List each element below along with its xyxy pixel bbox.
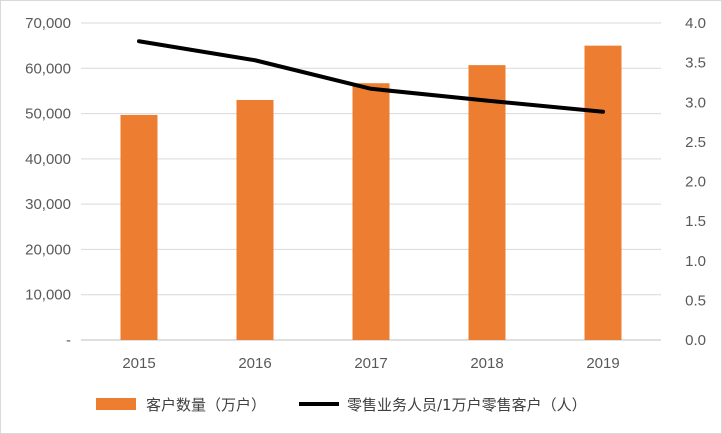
left-tick-label: 50,000: [25, 106, 71, 123]
bar-2019: [584, 45, 622, 341]
x-axis-ticks: 2015 2016 2017 2018 2019: [122, 355, 619, 372]
right-tick-label: 1.5: [685, 213, 706, 230]
x-tick-label: 2016: [238, 355, 271, 372]
bar-2018: [468, 65, 506, 340]
bar-2017: [352, 83, 390, 340]
right-tick-label: 1.0: [685, 253, 706, 270]
left-tick-label: 60,000: [25, 60, 71, 77]
left-tick-label: -: [66, 332, 71, 349]
left-tick-label: 10,000: [25, 287, 71, 304]
right-tick-label: 2.0: [685, 174, 706, 191]
x-tick-label: 2017: [354, 355, 387, 372]
x-tick-label: 2015: [122, 355, 155, 372]
right-axis-ticks: 0.0 0.5 1.0 1.5 2.0 2.5 3.0 3.5 4.0: [685, 15, 706, 349]
bar-2015: [120, 114, 158, 341]
x-tick-label: 2018: [470, 355, 503, 372]
right-tick-label: 3.5: [685, 55, 706, 72]
bar-series: [120, 45, 622, 341]
legend-label-bar: 客户数量（万户）: [146, 396, 266, 414]
right-tick-label: 0.5: [685, 292, 706, 309]
x-tick-label: 2019: [586, 355, 619, 372]
bar-2016: [236, 99, 274, 340]
right-tick-label: 0.0: [685, 332, 706, 349]
right-tick-label: 4.0: [685, 15, 706, 32]
line-series: [137, 39, 605, 114]
left-axis-ticks: - 10,000 20,000 30,000 40,000 50,000 60,000 70,…: [25, 15, 71, 349]
left-tick-label: 70,000: [25, 15, 71, 32]
legend: 客户数量（万户） 零售业务人员/1万户零售客户（人）: [96, 396, 587, 414]
left-tick-label: 30,000: [25, 196, 71, 213]
legend-swatch-bar: [96, 398, 136, 410]
right-tick-label: 3.0: [685, 94, 706, 111]
right-tick-label: 2.5: [685, 134, 706, 151]
left-tick-label: 40,000: [25, 151, 71, 168]
legend-label-line: 零售业务人员/1万户零售客户（人）: [347, 396, 587, 414]
left-tick-label: 20,000: [25, 241, 71, 258]
